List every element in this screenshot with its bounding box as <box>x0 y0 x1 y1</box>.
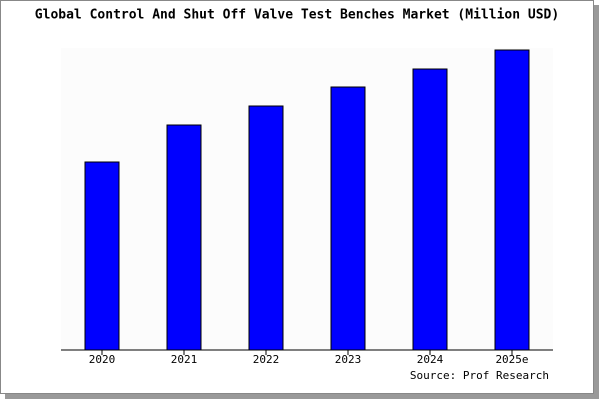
x-tick-label: 2025e <box>495 353 528 366</box>
x-tick-label: 2023 <box>335 353 362 366</box>
x-tick-label: 2020 <box>89 353 116 366</box>
x-tick-label: 2021 <box>171 353 198 366</box>
bar <box>494 49 530 351</box>
bar <box>330 86 366 351</box>
source-note: Source: Prof Research <box>410 369 549 382</box>
bar <box>412 68 448 351</box>
chart-title: Global Control And Shut Off Valve Test B… <box>35 8 559 23</box>
bar <box>248 105 284 351</box>
bar <box>84 161 120 351</box>
x-tick-label: 2024 <box>417 353 444 366</box>
plot-area <box>61 48 553 350</box>
bar <box>166 124 202 351</box>
x-tick-label: 2022 <box>253 353 280 366</box>
